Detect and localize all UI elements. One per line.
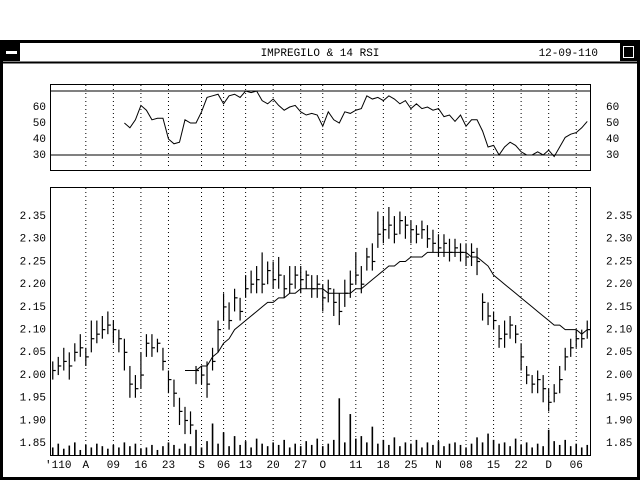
x-tick-label: S — [198, 460, 205, 472]
y-tick-label: 60 — [33, 102, 46, 114]
x-tick-label: 27 — [294, 460, 307, 472]
x-tick-label: 20 — [267, 460, 280, 472]
max-icon — [623, 46, 634, 58]
moving-average — [185, 251, 588, 372]
y-tick-label: 2.35 — [20, 211, 46, 223]
y-tick-label-right: 40 — [606, 134, 619, 146]
x-tick-label: 08 — [459, 460, 472, 472]
y-tick-label: 2.20 — [20, 279, 46, 291]
menu-dash — [6, 51, 17, 54]
y-tick-label-right: 2.20 — [606, 279, 632, 291]
y-tick-label-right: 2.05 — [606, 347, 632, 359]
x-tick-label: 15 — [487, 460, 500, 472]
x-tick-label: 22 — [515, 460, 528, 472]
y-tick-label: 2.05 — [20, 347, 46, 359]
y-tick-label: 2.10 — [20, 325, 46, 337]
y-tick-label-right: 2.35 — [606, 211, 632, 223]
y-tick-label: 2.30 — [20, 234, 46, 246]
x-tick-label: O — [319, 460, 326, 472]
y-tick-label: 50 — [33, 118, 46, 130]
rsi-line — [124, 90, 588, 158]
window-border — [0, 40, 640, 480]
y-tick-label: 30 — [33, 150, 46, 162]
x-tick-label: 13 — [239, 460, 252, 472]
x-tick-label: 09 — [107, 460, 120, 472]
y-tick-label-right: 60 — [606, 102, 619, 114]
x-tick-label: D — [545, 460, 552, 472]
window-max-button[interactable] — [620, 43, 637, 61]
y-tick-label: 2.25 — [20, 256, 46, 268]
y-tick-label: 1.95 — [20, 393, 46, 405]
y-tick-label-right: 2.15 — [606, 302, 632, 314]
y-tick-label-right: 1.95 — [606, 393, 632, 405]
x-tick-label: 06 — [570, 460, 583, 472]
window-date: 12-09-110 — [539, 48, 598, 60]
y-tick-label-right: 50 — [606, 118, 619, 130]
y-tick-label: 40 — [33, 134, 46, 146]
y-tick-label: 2.00 — [20, 370, 46, 382]
y-tick-label-right: 1.85 — [606, 438, 632, 450]
y-tick-label: 1.85 — [20, 438, 46, 450]
y-tick-label: 2.15 — [20, 302, 46, 314]
x-tick-label: 11 — [349, 460, 363, 472]
rsi-panel — [50, 84, 591, 171]
y-tick-label-right: 1.90 — [606, 415, 632, 427]
x-tick-label: 18 — [377, 460, 390, 472]
price-panel — [50, 187, 591, 456]
y-tick-label-right: 30 — [606, 150, 619, 162]
x-tick-label: '110 — [45, 460, 71, 472]
y-tick-label-right: 2.10 — [606, 325, 632, 337]
x-tick-label: 25 — [404, 460, 417, 472]
window-title: IMPREGILO & 14 RSI — [261, 48, 380, 60]
x-tick-label: 06 — [217, 460, 230, 472]
y-tick-label-right: 2.25 — [606, 256, 632, 268]
y-tick-label-right: 2.00 — [606, 370, 632, 382]
x-tick-label: 16 — [134, 460, 147, 472]
x-tick-label: 23 — [162, 460, 175, 472]
x-tick-label: N — [435, 460, 442, 472]
y-tick-label-right: 2.30 — [606, 234, 632, 246]
x-tick-label: A — [83, 460, 90, 472]
y-tick-label: 1.90 — [20, 415, 46, 427]
